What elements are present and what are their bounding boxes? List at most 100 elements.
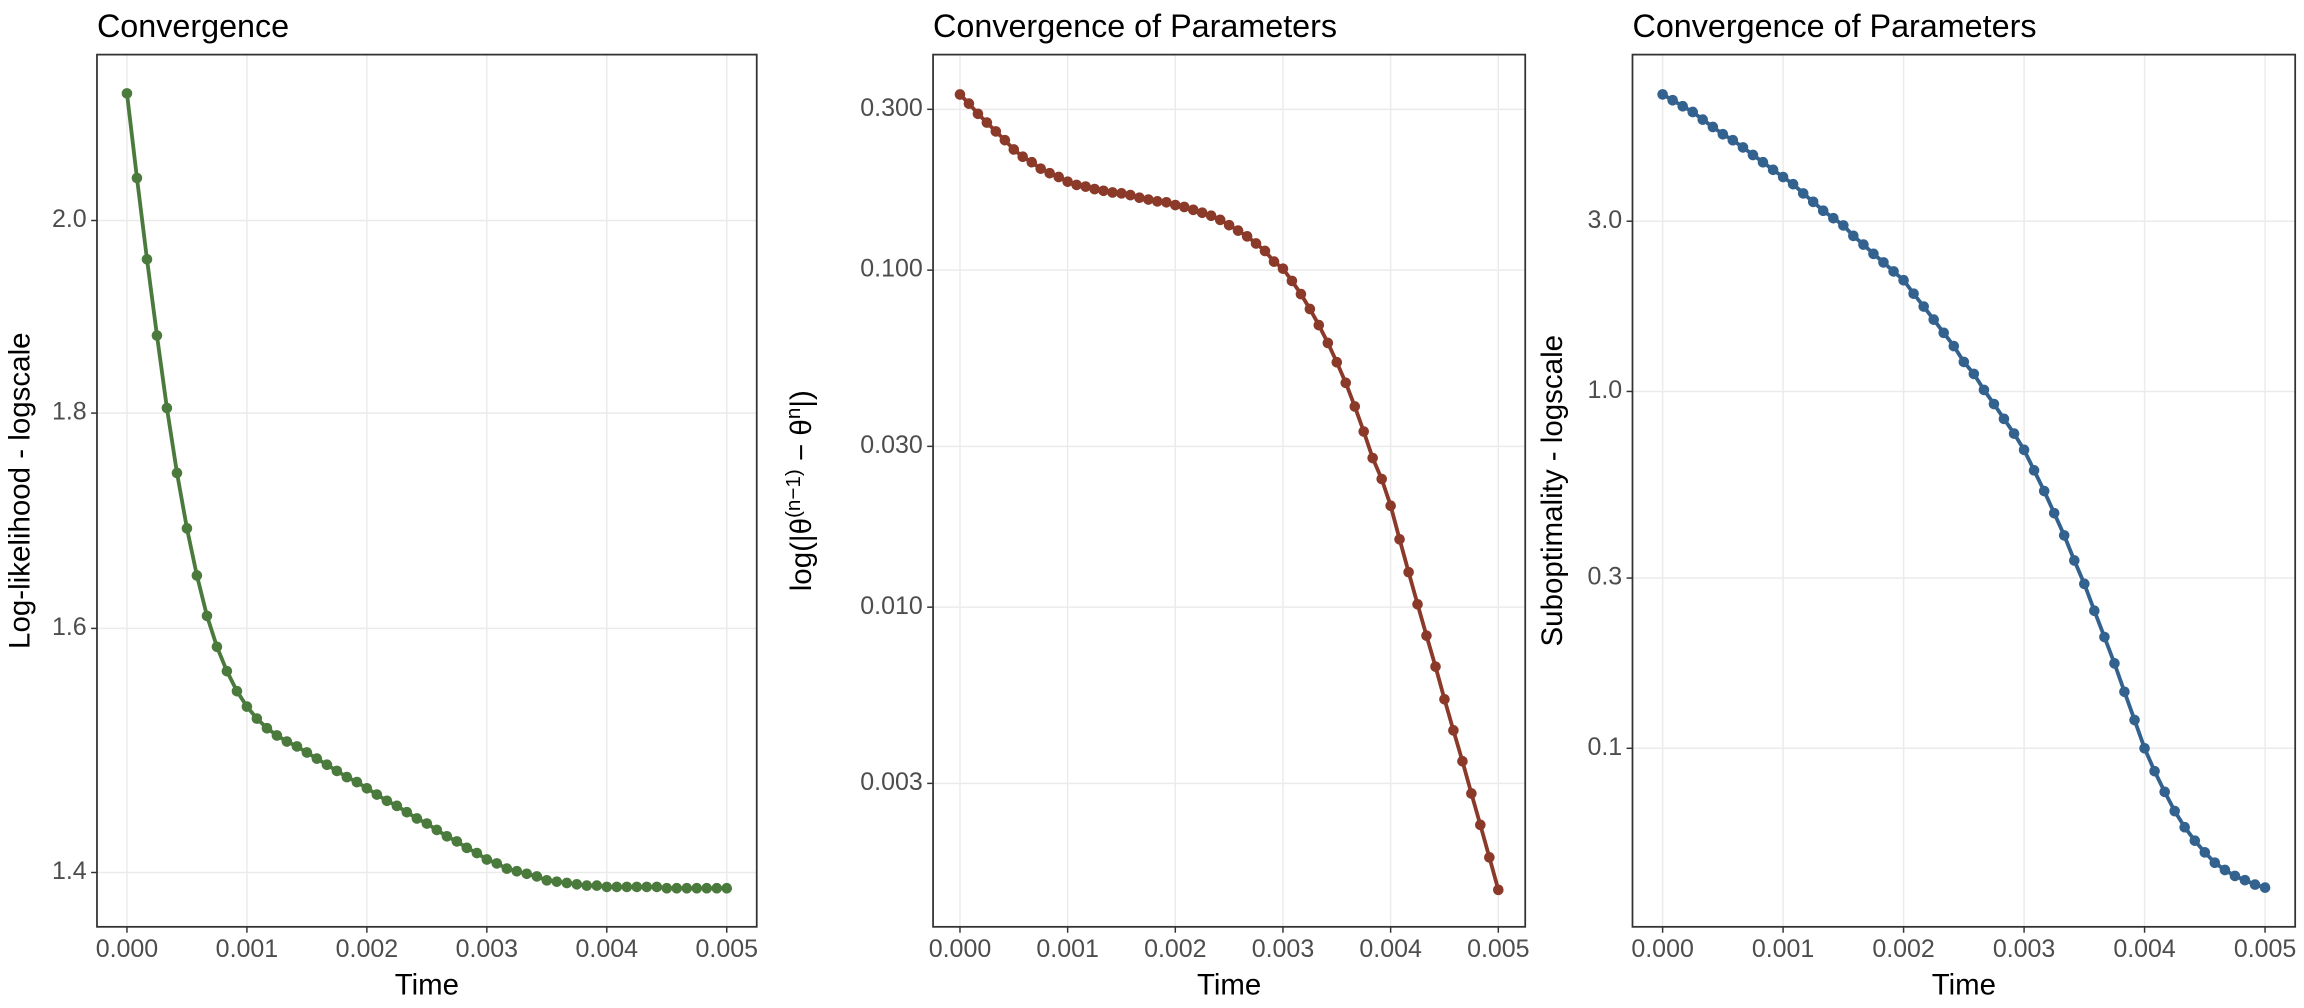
data-point — [2169, 805, 2180, 817]
data-point — [1340, 377, 1352, 389]
data-point — [2259, 882, 2271, 893]
data-point — [2028, 465, 2040, 476]
data-point — [2018, 444, 2030, 456]
data-point — [621, 881, 633, 893]
data-point — [2229, 870, 2241, 882]
data-point — [2239, 874, 2251, 886]
data-point — [1838, 220, 1849, 231]
data-point — [1928, 314, 1940, 325]
y-tick-label: 0.3 — [1587, 563, 1622, 591]
data-point — [972, 108, 984, 120]
data-point — [231, 685, 243, 697]
data-point — [551, 876, 563, 887]
panel-background — [96, 54, 757, 927]
y-axis-label-part: |) — [785, 390, 818, 407]
data-point — [711, 882, 723, 894]
data-point — [701, 882, 713, 894]
data-point — [999, 134, 1011, 146]
data-point — [571, 878, 583, 890]
data-point — [131, 172, 143, 184]
data-point — [541, 875, 553, 886]
data-point — [671, 882, 683, 894]
data-point — [591, 880, 603, 891]
data-point — [471, 847, 483, 859]
y-axis-label-part: − θ — [785, 419, 818, 469]
x-tick-label: 0.004 — [2113, 935, 2176, 963]
panel-border — [932, 53, 1527, 928]
data-point — [141, 253, 153, 265]
data-point — [631, 881, 643, 893]
y-axis-label: log(|θ(n−1) − θn|) — [782, 390, 818, 591]
data-point — [2109, 658, 2120, 669]
data-point — [311, 753, 323, 764]
data-point — [421, 818, 433, 829]
panel-border — [96, 53, 758, 928]
data-point — [1978, 384, 1990, 396]
data-point — [2189, 835, 2201, 846]
data-point — [1349, 401, 1361, 412]
x-tick-label: 0.003 — [1993, 935, 2055, 963]
y-tick-label: 3.0 — [1587, 206, 1622, 234]
data-point — [2199, 847, 2211, 858]
data-point — [181, 523, 193, 534]
x-tick-label: 0.002 — [336, 935, 398, 963]
chart-title: Convergence of Parameters — [933, 8, 1337, 44]
data-point — [1888, 266, 1899, 277]
data-point — [1322, 337, 1334, 349]
data-point — [1988, 398, 2000, 410]
x-axis-label: Time — [1197, 969, 1261, 1002]
data-point — [1143, 194, 1154, 205]
data-point — [451, 836, 463, 847]
data-point — [371, 789, 383, 800]
data-point — [1188, 204, 1199, 216]
data-point — [411, 813, 423, 824]
data-point — [1948, 340, 1960, 352]
x-tick-label: 0.002 — [1872, 935, 1934, 963]
y-axis-label-part: n — [782, 408, 805, 419]
data-point — [461, 842, 473, 854]
y-axis-label-part: (n−1) — [782, 469, 805, 518]
data-point — [481, 854, 493, 865]
data-point — [1268, 256, 1280, 267]
data-point — [1448, 725, 1459, 736]
data-point — [1125, 189, 1136, 201]
panel: 1.4 1.6 1.8 2.0 0.000 0.001 0.002 0.003 0.004 0.0… — [3, 8, 758, 1002]
x-tick-label: 0.001 — [216, 935, 278, 963]
data-point — [2209, 857, 2221, 869]
data-point — [1053, 171, 1064, 183]
y-tick-label: 0.100 — [860, 255, 922, 283]
data-point — [1938, 327, 1950, 339]
data-point — [511, 865, 523, 877]
data-point — [2249, 879, 2261, 890]
data-point — [1687, 106, 1699, 118]
data-point — [661, 882, 673, 894]
data-point — [1214, 214, 1226, 226]
y-tick-label: 0.003 — [860, 768, 922, 796]
data-point — [1667, 94, 1678, 106]
y-tick-label: 1.6 — [52, 613, 87, 641]
data-point — [1737, 142, 1749, 153]
data-point — [1484, 852, 1495, 863]
data-point — [1898, 274, 1909, 286]
data-point — [1134, 192, 1145, 204]
data-point — [121, 88, 133, 99]
data-point — [1727, 134, 1739, 146]
data-point — [201, 610, 213, 622]
y-axis-label: Suboptimality - logscale — [1536, 335, 1569, 647]
panel: 0.1 0.3 1.0 3.0 0.000 0.001 0.002 0.003 0.004 0.0… — [1536, 8, 2296, 1002]
data-point — [1475, 819, 1486, 831]
data-point — [1466, 788, 1477, 799]
data-point — [1828, 212, 1839, 224]
y-tick-label: 1.0 — [1587, 376, 1622, 404]
data-point — [581, 880, 593, 891]
data-point — [151, 330, 163, 341]
x-tick-label: 0.000 — [929, 935, 991, 963]
data-point — [561, 877, 573, 889]
panel-background — [933, 54, 1526, 927]
x-tick-label: 0.005 — [696, 935, 758, 963]
data-point — [2069, 555, 2080, 566]
data-point — [1286, 275, 1298, 287]
data-point — [990, 126, 1002, 137]
x-tick-label: 0.004 — [1359, 935, 1422, 963]
